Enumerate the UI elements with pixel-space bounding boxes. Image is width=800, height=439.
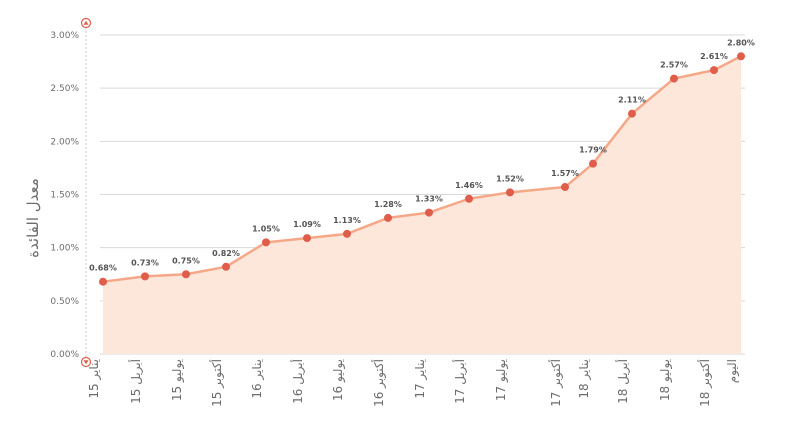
data-label: 0.68% xyxy=(89,264,117,273)
y-tick-label: 2.50% xyxy=(50,84,79,94)
x-tick-label: 18 يوليو xyxy=(658,359,673,401)
y-tick-label: 0.50% xyxy=(50,297,79,307)
data-label: 1.46% xyxy=(455,181,483,190)
data-label: 0.73% xyxy=(131,258,159,267)
x-tick-label: 18 يناير xyxy=(577,359,592,399)
y-tick-label: 0.00% xyxy=(50,350,79,360)
x-tick-label: 16 يناير xyxy=(250,359,265,399)
x-tick-label: 16 أكتوبر xyxy=(371,359,387,407)
x-tick-label: 18 أبريل xyxy=(615,359,631,404)
y-tick-label: 1.50% xyxy=(50,191,79,201)
x-tick-label: 15 يناير xyxy=(87,359,102,399)
data-point xyxy=(222,262,230,271)
data-point xyxy=(465,194,473,203)
x-tick-label: 15 يوليو xyxy=(170,359,185,401)
data-label: 1.57% xyxy=(551,169,579,178)
x-tick-label: 15 أبريل xyxy=(128,359,144,404)
y-tick-label: 2.00% xyxy=(50,137,79,147)
x-tick-label: 18 أكتوبر xyxy=(697,359,713,407)
data-point xyxy=(343,229,351,238)
data-point xyxy=(670,74,678,83)
data-label: 1.79% xyxy=(579,146,607,155)
x-tick-label: اليوم xyxy=(725,359,740,383)
x-tick-label: 16 يوليو xyxy=(331,359,346,401)
x-tick-label: 16 أبريل xyxy=(290,359,306,404)
data-point xyxy=(182,270,190,279)
data-point xyxy=(710,66,718,75)
data-point xyxy=(561,183,569,192)
y-tick-label: 3.00% xyxy=(50,31,79,41)
data-label: 1.52% xyxy=(496,174,524,183)
x-tick-label: 17 يناير xyxy=(413,359,428,399)
data-point xyxy=(384,213,392,222)
data-point xyxy=(628,109,636,118)
x-tick-label: 17 أبريل xyxy=(452,359,468,404)
data-label: 2.61% xyxy=(700,52,728,61)
data-label: 2.57% xyxy=(660,61,688,70)
data-label: 1.13% xyxy=(333,216,361,225)
area-fill xyxy=(103,56,741,355)
x-tick-label: 17 أكتوبر xyxy=(548,359,564,407)
axis-top-arrow-icon xyxy=(83,20,89,25)
data-label: 2.80% xyxy=(727,38,755,47)
data-point xyxy=(425,208,433,217)
data-point xyxy=(262,238,270,247)
data-label: 0.75% xyxy=(172,256,200,265)
y-axis-label: معدل الفائدة xyxy=(24,178,42,258)
data-label: 1.33% xyxy=(415,195,443,204)
data-label: 1.05% xyxy=(252,224,280,233)
data-label: 0.82% xyxy=(212,249,240,258)
x-tick-label: 15 أكتوبر xyxy=(209,359,225,407)
data-label: 2.11% xyxy=(618,96,646,105)
data-label: 1.09% xyxy=(293,220,321,229)
x-tick-label: 17 يوليو xyxy=(494,359,509,401)
data-point xyxy=(99,277,107,286)
data-point xyxy=(141,272,149,281)
data-point xyxy=(506,188,514,197)
data-point xyxy=(303,234,311,243)
data-point xyxy=(589,159,597,168)
y-tick-label: 1.00% xyxy=(50,244,79,254)
axis-bottom-arrow-icon xyxy=(83,360,89,365)
data-label: 1.28% xyxy=(374,200,402,209)
data-point xyxy=(737,52,745,61)
